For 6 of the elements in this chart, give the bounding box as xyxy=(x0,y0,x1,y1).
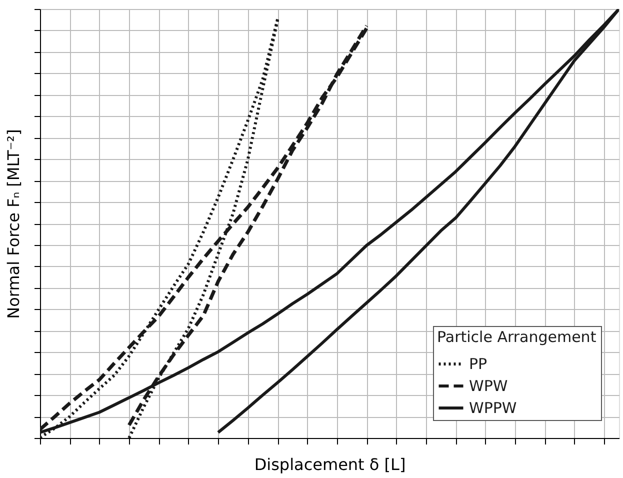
legend-label: PP xyxy=(469,355,488,373)
legend-label: WPPW xyxy=(469,399,517,417)
legend-label: WPW xyxy=(469,377,508,395)
legend-title: Particle Arrangement xyxy=(437,328,596,346)
y-axis-title: Normal Force Fₙ [MLT⁻²] xyxy=(4,129,23,319)
x-axis-title: Displacement δ [L] xyxy=(254,455,406,474)
